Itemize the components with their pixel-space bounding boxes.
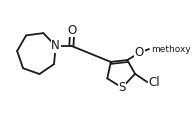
Text: methoxy: methoxy — [151, 45, 191, 54]
Text: N: N — [51, 39, 60, 52]
Text: Cl: Cl — [148, 76, 160, 89]
Text: O: O — [135, 46, 144, 59]
Text: S: S — [118, 81, 126, 94]
Text: O: O — [68, 24, 77, 37]
